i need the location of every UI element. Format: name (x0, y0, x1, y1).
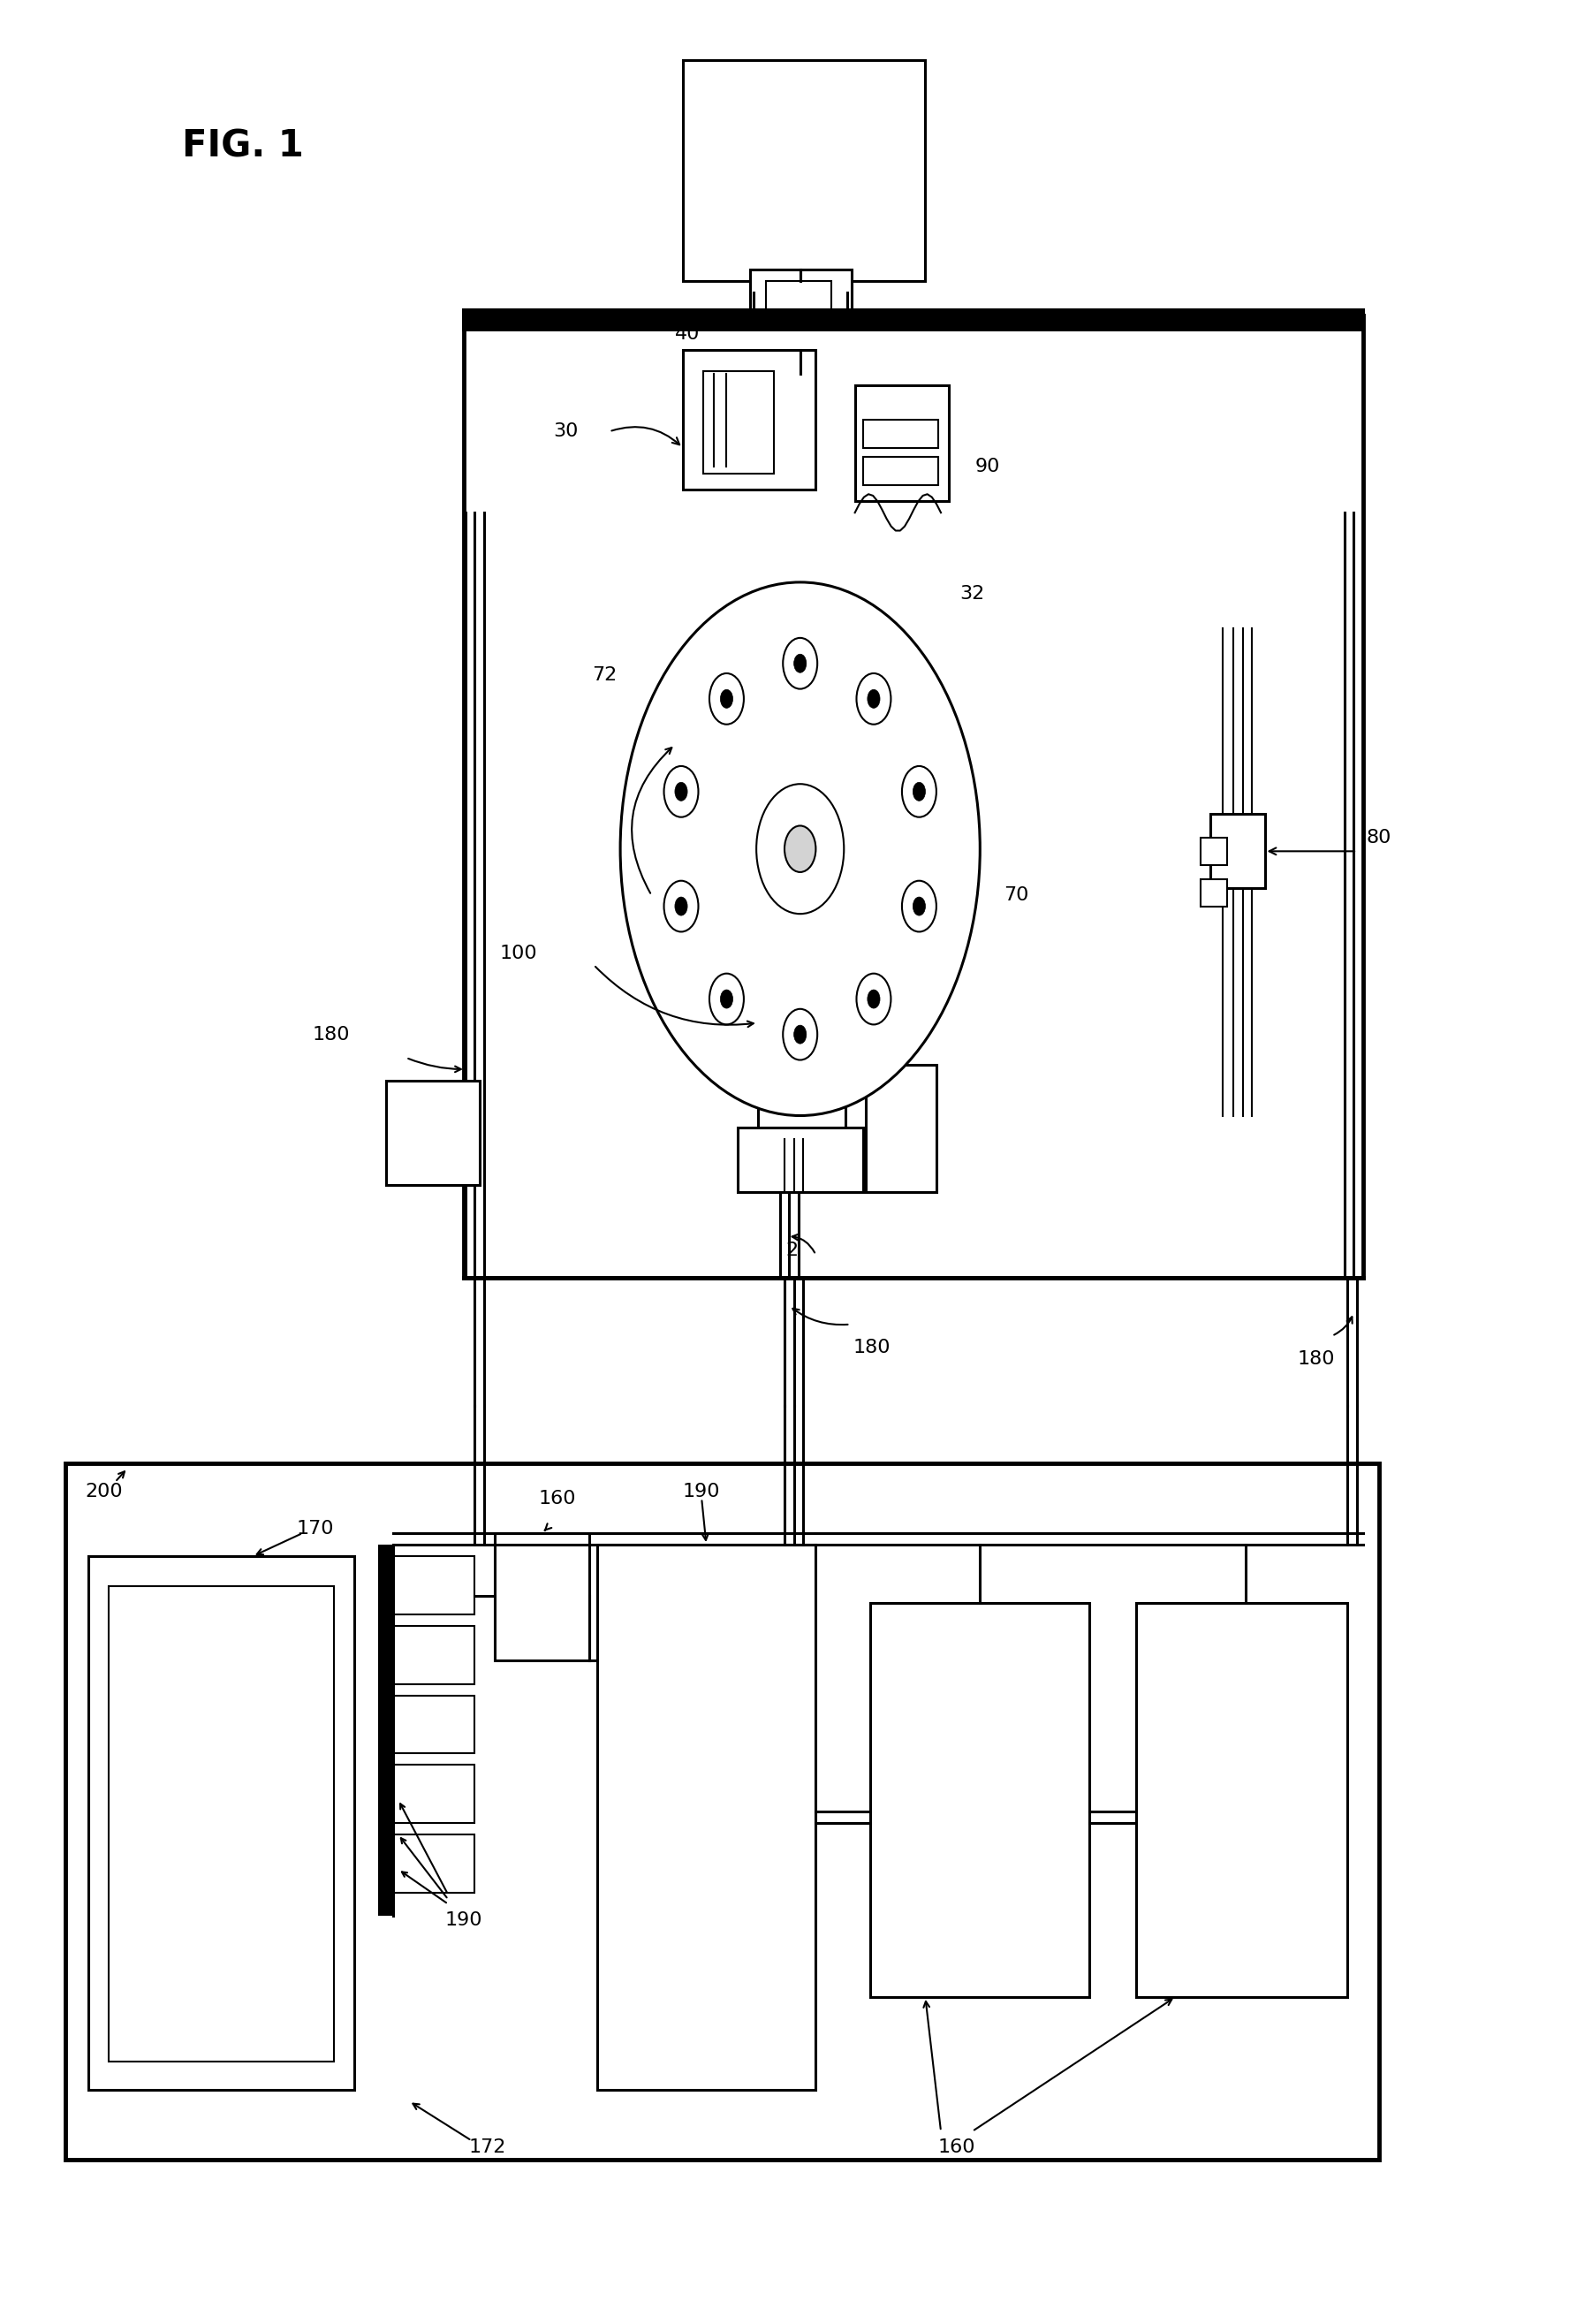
Bar (596, 1545, 816, 2089)
Text: 160: 160 (538, 1490, 576, 1506)
Text: FIG. 1: FIG. 1 (182, 128, 304, 165)
Bar (389, 1764, 475, 1822)
Bar (866, 1064, 937, 1192)
Circle shape (794, 653, 806, 672)
Bar (389, 1697, 475, 1752)
Circle shape (720, 990, 733, 1009)
Bar (386, 1081, 480, 1185)
Bar (1136, 1604, 1348, 1996)
Bar (766, 281, 832, 363)
Circle shape (675, 783, 687, 802)
Circle shape (857, 674, 891, 725)
Bar (1200, 878, 1227, 906)
Circle shape (868, 690, 880, 709)
Bar (463, 309, 1365, 332)
Text: 160: 160 (938, 2138, 976, 2157)
Text: 180: 180 (854, 1339, 891, 1357)
Bar (389, 1834, 475, 1892)
Circle shape (868, 990, 880, 1009)
Bar (737, 1127, 863, 1192)
Text: 190: 190 (446, 1913, 483, 1929)
Circle shape (784, 825, 816, 872)
Text: 170: 170 (297, 1520, 334, 1536)
Text: 200: 200 (85, 1483, 122, 1501)
Circle shape (709, 674, 744, 725)
Bar (464, 316, 1363, 1278)
Bar (714, 744, 886, 953)
Bar (389, 1627, 475, 1685)
Text: 190: 190 (683, 1483, 720, 1501)
Text: 72: 72 (592, 667, 617, 683)
Text: 90: 90 (976, 458, 1001, 474)
Circle shape (783, 1009, 817, 1060)
Bar (64, 1464, 1379, 2159)
Text: 180: 180 (312, 1025, 350, 1043)
Circle shape (902, 881, 937, 932)
Bar (496, 1534, 588, 1662)
Circle shape (783, 637, 817, 688)
Bar (863, 421, 938, 449)
Bar (769, 1023, 835, 1064)
Bar (683, 351, 816, 490)
Bar (703, 372, 774, 474)
Circle shape (794, 1025, 806, 1043)
Circle shape (709, 974, 744, 1025)
Bar (108, 1587, 334, 2061)
Circle shape (720, 690, 733, 709)
Bar (871, 1604, 1089, 1996)
Circle shape (902, 767, 937, 818)
Bar (769, 969, 835, 1011)
Circle shape (756, 783, 844, 913)
Circle shape (857, 974, 891, 1025)
Text: 2: 2 (786, 1241, 799, 1260)
Text: 172: 172 (469, 2138, 507, 2157)
Bar (378, 1545, 394, 1915)
Bar (88, 1557, 355, 2089)
Bar (1210, 813, 1265, 888)
Bar (855, 386, 949, 502)
Text: 80: 80 (1367, 827, 1392, 846)
Circle shape (664, 881, 698, 932)
Text: 100: 100 (501, 944, 538, 962)
Circle shape (675, 897, 687, 916)
Text: 180: 180 (1298, 1350, 1335, 1369)
Bar (769, 1076, 835, 1118)
Text: 40: 40 (675, 325, 700, 344)
Bar (389, 1557, 475, 1615)
Bar (1200, 837, 1227, 865)
Text: 32: 32 (960, 586, 985, 602)
Bar (863, 458, 938, 486)
Bar (758, 953, 846, 1139)
Circle shape (664, 767, 698, 818)
Bar (750, 270, 852, 374)
Circle shape (620, 583, 981, 1116)
Text: 70: 70 (1004, 885, 1029, 904)
Circle shape (913, 783, 926, 802)
Circle shape (913, 897, 926, 916)
Text: 30: 30 (552, 423, 577, 439)
Bar (683, 60, 926, 281)
